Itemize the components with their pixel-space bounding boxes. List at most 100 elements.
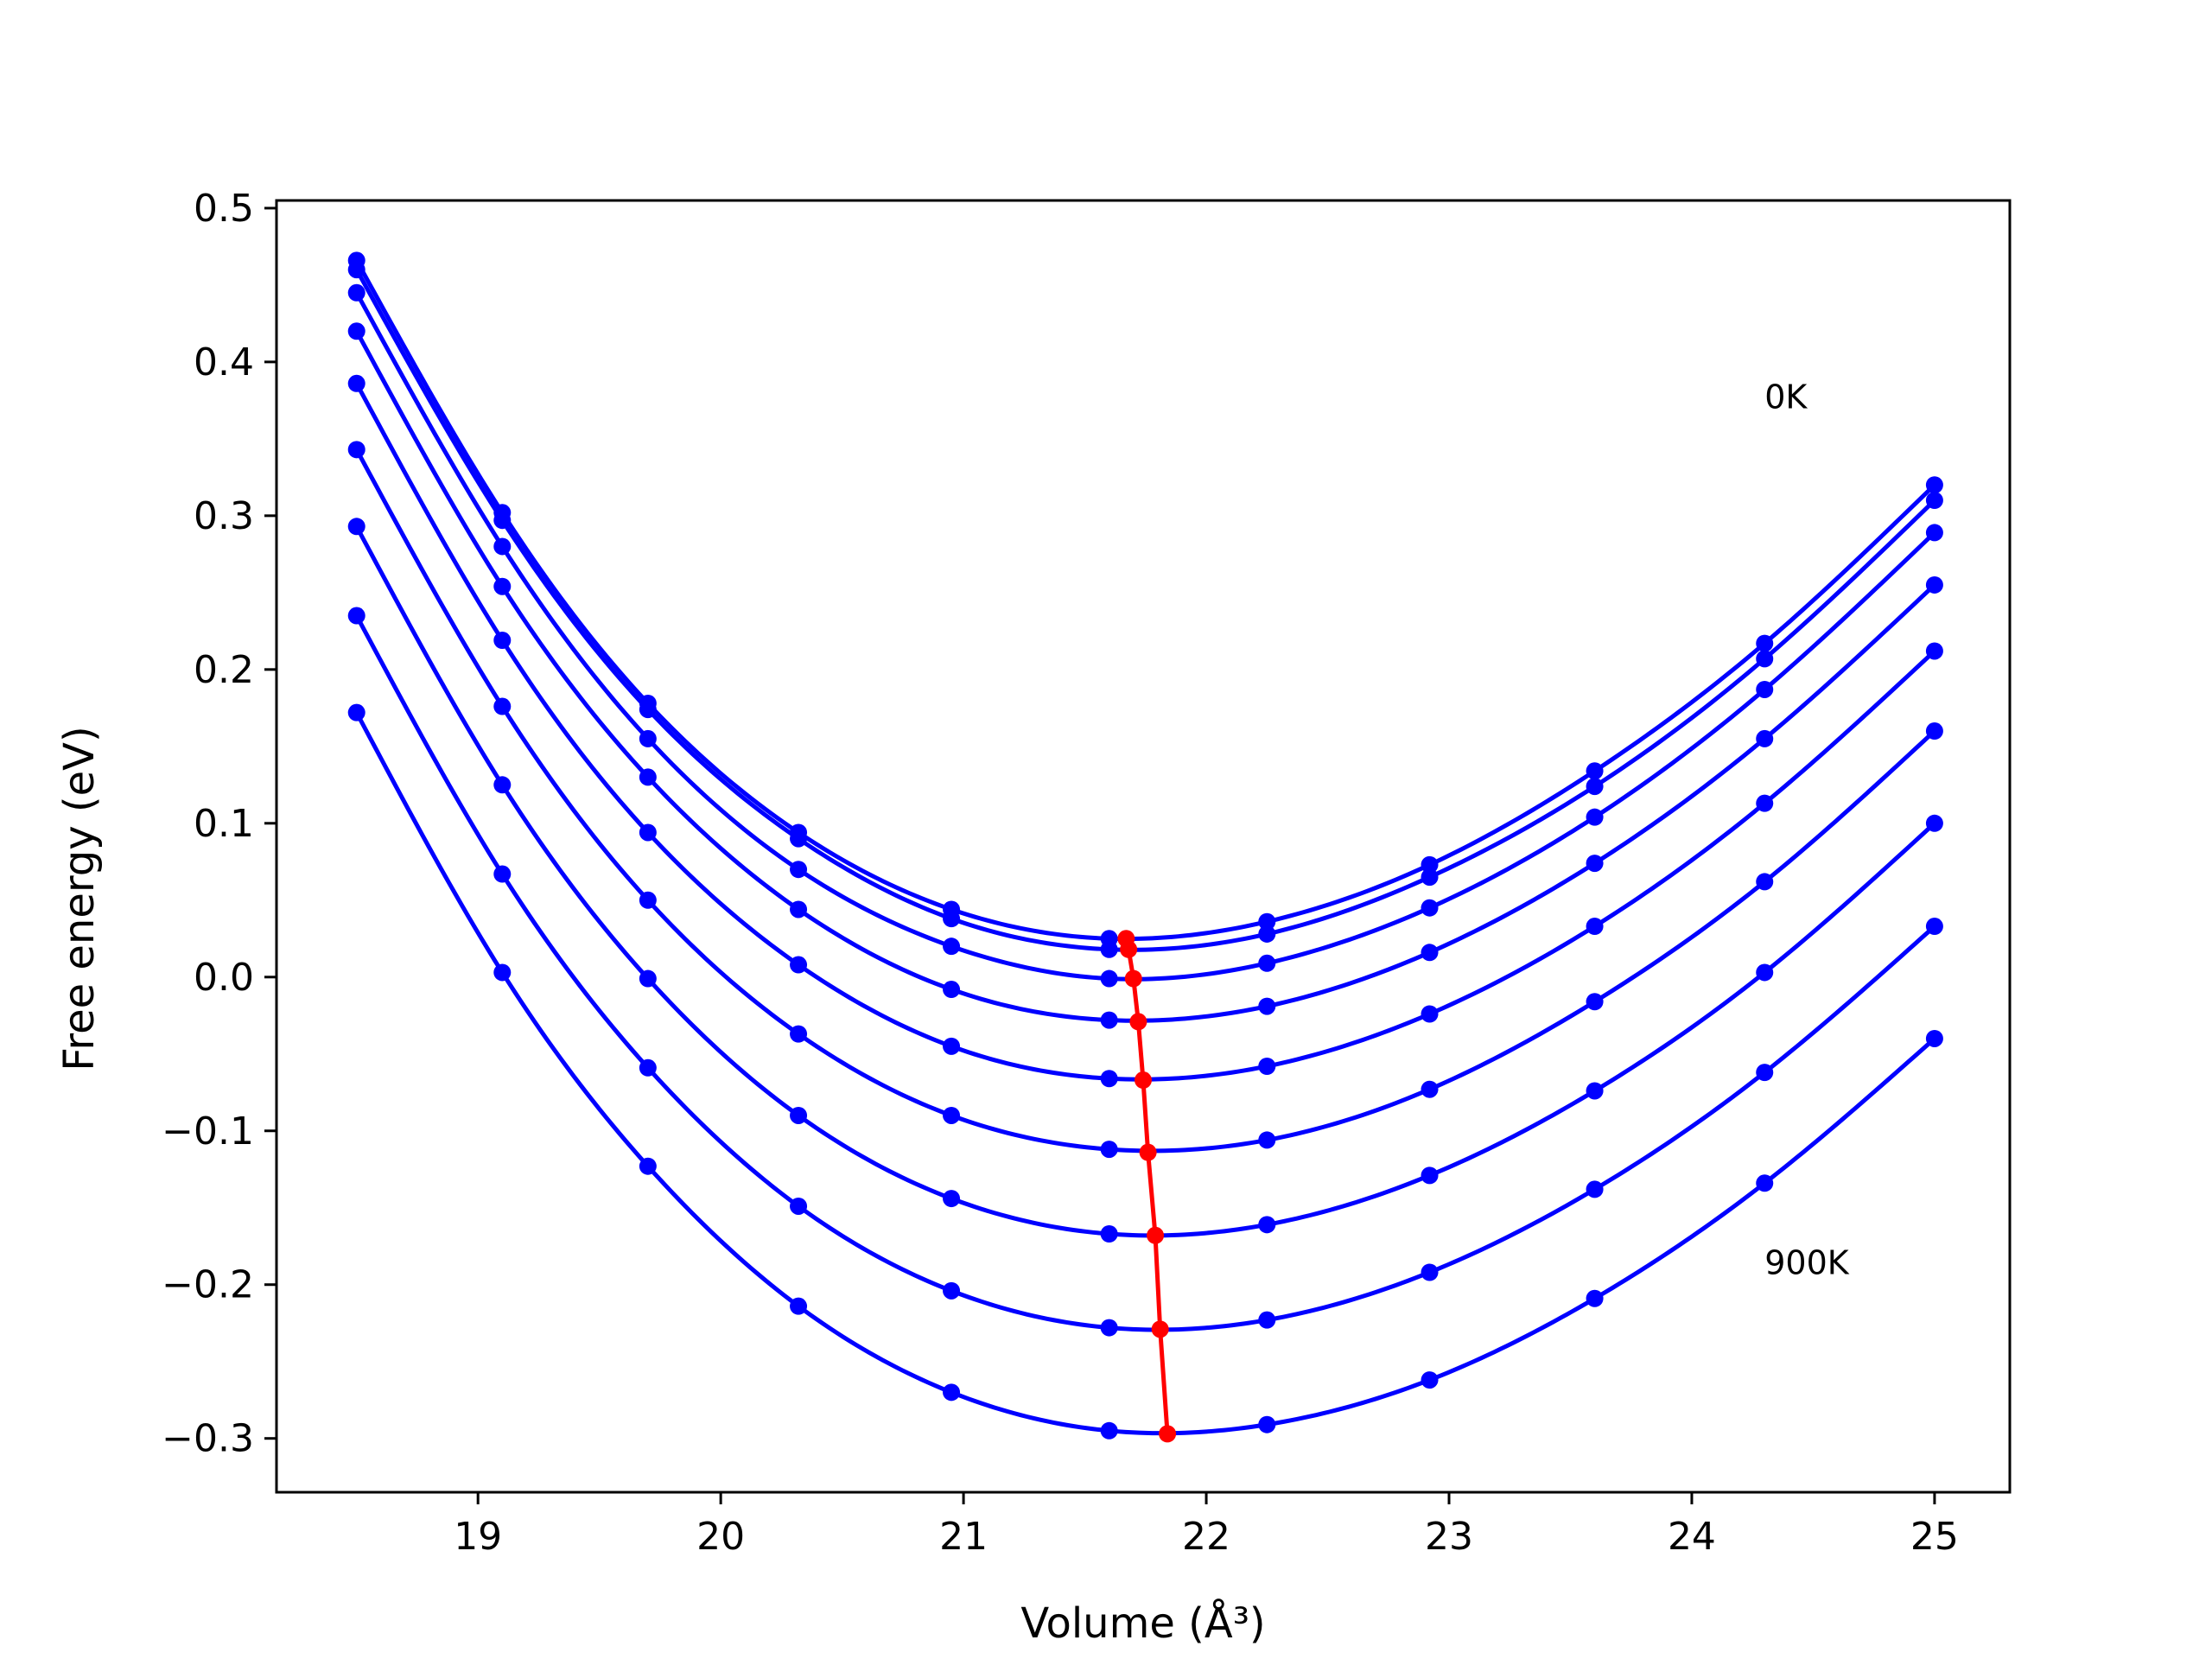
series-2-point-5: [943, 910, 961, 928]
series-8-point-4: [790, 1197, 808, 1215]
series-line-8: [354, 614, 1936, 1332]
series-3-point-6: [1100, 969, 1118, 988]
series-6-point-4: [790, 1025, 808, 1043]
series-4-point-5: [943, 981, 961, 999]
series-7-point-2: [493, 776, 512, 794]
series-9-point-1: [347, 703, 365, 721]
annotation-1: 0K: [1764, 378, 1808, 416]
series-8-point-3: [639, 1058, 657, 1077]
series-line-9: [354, 711, 1936, 1436]
series-3-point-4: [790, 861, 808, 879]
series-2-point-1: [347, 261, 365, 279]
series-6-point-2: [493, 697, 512, 715]
x-tick-label: 24: [1668, 1515, 1716, 1559]
series-line-7: [354, 525, 1936, 1238]
x-tick-label: 22: [1182, 1515, 1230, 1559]
series-2-point-4: [790, 830, 808, 848]
series-3-point-11: [1925, 524, 1943, 542]
series-5-point-6: [1100, 1070, 1118, 1088]
y-tick-label: −0.1: [162, 1109, 254, 1154]
series-1-point-11: [1925, 476, 1943, 494]
series-4-point-10: [1756, 729, 1774, 747]
series-5-point-3: [639, 823, 657, 842]
y-tick-label: 0.3: [194, 494, 254, 538]
series-1-point-9: [1586, 762, 1604, 780]
series-6-point-10: [1756, 873, 1774, 891]
series-3-point-9: [1586, 808, 1604, 826]
series-7-point-5: [943, 1190, 961, 1208]
series-2-point-2: [493, 512, 512, 530]
y-tick-label: 0.1: [194, 802, 254, 846]
series-4-point-8: [1421, 944, 1439, 962]
series-3-point-7: [1258, 954, 1276, 972]
series-5-point-1: [347, 374, 365, 392]
series-9-point-6: [1100, 1421, 1118, 1440]
series-8-point-8: [1421, 1263, 1439, 1281]
series-4-point-2: [493, 577, 512, 595]
series-9-point-9: [1586, 1289, 1604, 1307]
series-6-point-1: [347, 441, 365, 459]
series-5-point-10: [1756, 794, 1774, 812]
series-8-point-7: [1258, 1311, 1276, 1329]
series-6-point-11: [1925, 722, 1943, 741]
series-2-point-3: [639, 701, 657, 719]
series-7-point-3: [639, 969, 657, 988]
series-7-point-1: [347, 518, 365, 536]
minima-point-5: [1135, 1071, 1152, 1090]
series-4-point-4: [790, 900, 808, 918]
series-6-point-8: [1421, 1080, 1439, 1098]
series-4-point-11: [1925, 575, 1943, 594]
series-9-point-11: [1925, 1029, 1943, 1047]
y-tick-label: 0.0: [194, 956, 254, 1000]
series-3-point-10: [1756, 680, 1774, 698]
series-4-point-9: [1586, 855, 1604, 873]
x-tick-label: 19: [454, 1515, 502, 1559]
x-tick-label: 25: [1910, 1515, 1959, 1559]
y-tick-label: 0.4: [194, 340, 254, 385]
series-line-3: [354, 291, 1936, 982]
x-axis-label: Volume (Å³): [1020, 1599, 1265, 1648]
series-7-point-7: [1258, 1216, 1276, 1234]
x-tick-label: 23: [1425, 1515, 1473, 1559]
minima-point-6: [1139, 1143, 1157, 1161]
series-4-point-3: [639, 768, 657, 786]
series-5-point-2: [493, 632, 512, 650]
series-7-point-9: [1586, 1082, 1604, 1100]
series-5-point-4: [790, 956, 808, 974]
series-8-point-9: [1586, 1180, 1604, 1198]
series-8-point-11: [1925, 918, 1943, 936]
series-7-point-10: [1756, 963, 1774, 982]
series-3-point-5: [943, 938, 961, 956]
series-7-point-8: [1421, 1166, 1439, 1185]
series-8-point-1: [347, 607, 365, 625]
series-2-point-9: [1586, 778, 1604, 796]
series-9-point-7: [1258, 1415, 1276, 1433]
series-6-point-3: [639, 891, 657, 909]
series-5-point-11: [1925, 642, 1943, 660]
minima-point-2: [1120, 940, 1138, 958]
series-1-point-8: [1421, 855, 1439, 874]
x-tick-label: 21: [939, 1515, 988, 1559]
series-6-point-5: [943, 1106, 961, 1124]
series-6-point-6: [1100, 1141, 1118, 1159]
series-5-point-9: [1586, 918, 1604, 936]
series-9-point-5: [943, 1383, 961, 1402]
series-4-point-1: [347, 322, 365, 340]
series-2-point-6: [1100, 940, 1118, 958]
annotation-2: 900K: [1764, 1243, 1850, 1281]
series-5-point-5: [943, 1037, 961, 1055]
series-6-point-9: [1586, 993, 1604, 1011]
minima-point-3: [1124, 969, 1142, 988]
series-3-point-8: [1421, 899, 1439, 917]
series-1-point-7: [1258, 912, 1276, 931]
series-4-point-7: [1258, 997, 1276, 1015]
series-2-point-7: [1258, 925, 1276, 943]
y-axis-label: Free energy (eV): [55, 726, 104, 1071]
series-5-point-8: [1421, 1005, 1439, 1023]
minima-point-7: [1147, 1226, 1165, 1244]
y-tick-label: 0.2: [194, 648, 254, 692]
series-4-point-6: [1100, 1011, 1118, 1029]
series-9-point-4: [790, 1297, 808, 1315]
series-6-point-7: [1258, 1131, 1276, 1149]
